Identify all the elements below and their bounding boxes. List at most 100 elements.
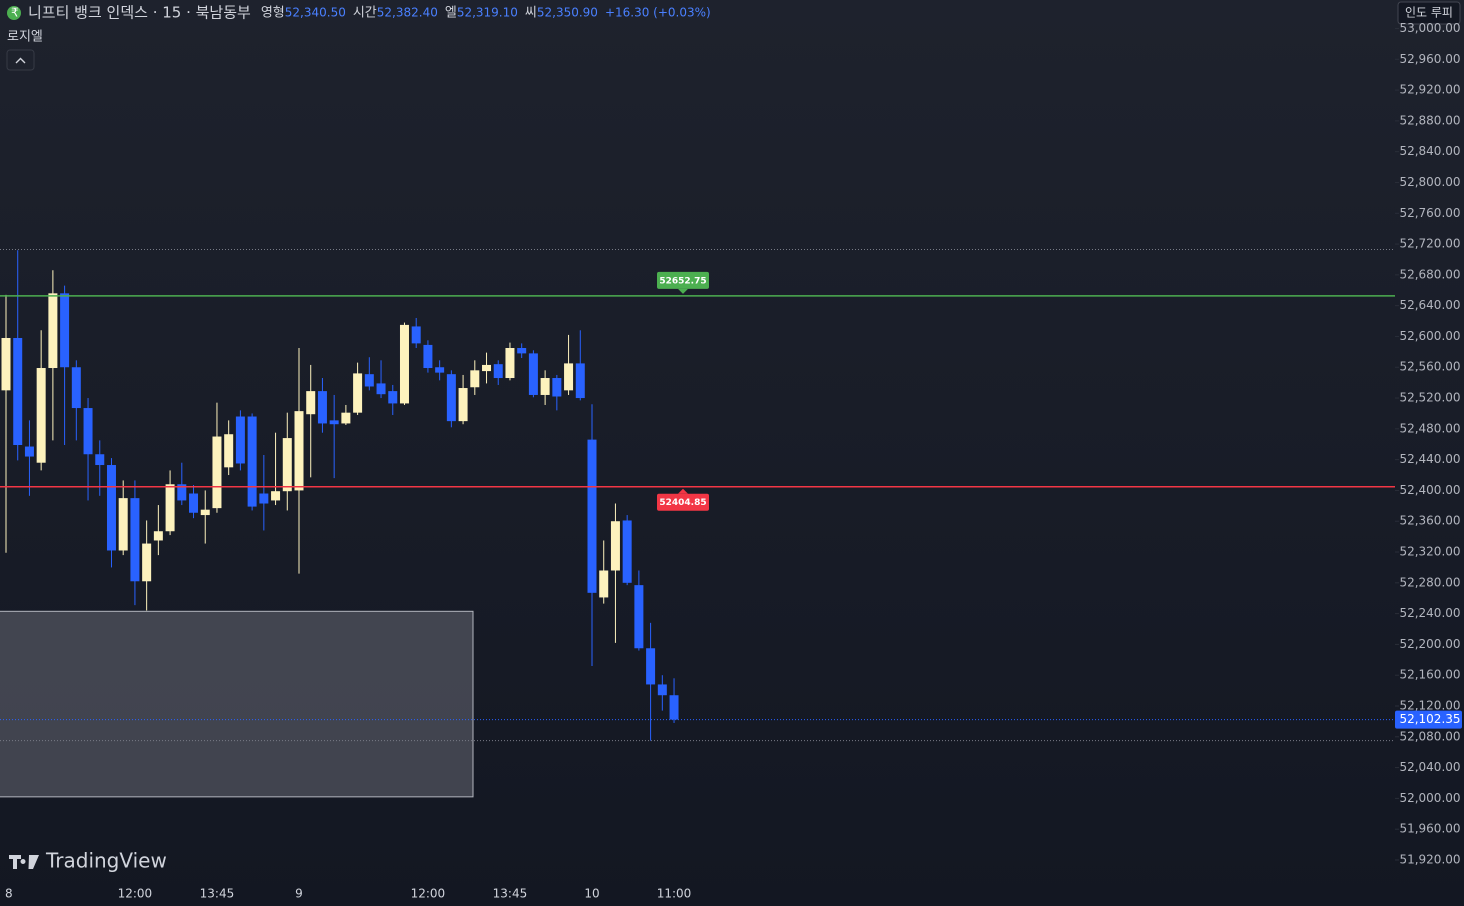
ohlc-value: 52,382.40 (377, 6, 438, 20)
candle-body (95, 454, 105, 466)
candle-body (13, 337, 23, 446)
y-tick-label: 52,720.00 (1399, 237, 1460, 251)
candle-body (517, 347, 527, 354)
y-tick-label: 52,280.00 (1399, 575, 1460, 589)
ohlc-key: 시간 (353, 6, 377, 21)
level-label-pointer (678, 288, 688, 294)
symbol-icon (7, 6, 21, 20)
ohlc-value: 52,350.90 (537, 6, 598, 20)
currency-button[interactable] (1397, 1, 1461, 25)
candle-body (470, 370, 480, 388)
x-tick-label: 13:45 (493, 887, 528, 901)
level-label: 52652.75 (659, 276, 706, 286)
candle-body (83, 408, 93, 455)
header: ₹ 니프티 뱅크 인덱스 · 15 · 북남동부 로지엘 영형 52,340.50… (6, 4, 711, 71)
y-tick-label: 52,760.00 (1399, 206, 1460, 220)
y-tick-label: 52,960.00 (1399, 52, 1460, 66)
y-tick-label: 52,560.00 (1399, 360, 1460, 374)
candle-body (259, 493, 269, 504)
candle-body (142, 543, 152, 582)
candle-body (130, 498, 140, 582)
y-tick-label: 52,520.00 (1399, 391, 1460, 405)
indicator-label: 로지엘 (7, 30, 43, 45)
collapse-icon (15, 57, 26, 64)
candle-body (329, 420, 339, 425)
y-tick-label: 53,000.00 (1399, 21, 1460, 35)
candle-body (71, 367, 81, 409)
ohlc-value: 52,340.50 (285, 6, 346, 20)
y-tick-label: 52,800.00 (1399, 175, 1460, 189)
x-tick-label: 12:00 (411, 887, 446, 901)
candle-body (153, 531, 163, 541)
candle-body (423, 344, 433, 369)
candle-body (282, 438, 292, 492)
plot-area (0, 27, 1399, 861)
candle-body (446, 374, 456, 422)
currency-label: 인도 루피 (1405, 6, 1453, 20)
candle-body (458, 388, 468, 422)
candle-body (189, 493, 199, 513)
candle-body (610, 521, 620, 571)
candle-body (505, 347, 515, 379)
brand-text: TradingView (45, 849, 167, 873)
candle-body (106, 465, 116, 551)
y-tick-label: 52,680.00 (1399, 267, 1460, 281)
candle-body (622, 520, 632, 583)
candle-body (36, 368, 46, 463)
y-tick-label: 52,480.00 (1399, 421, 1460, 435)
ohlc-key: 영형 (261, 6, 285, 21)
candle-body (271, 491, 281, 501)
zone-box (0, 610, 474, 798)
y-tick-label: 52,200.00 (1399, 637, 1460, 651)
candle-body (564, 363, 574, 391)
candle-body (364, 374, 374, 387)
candle-body (388, 391, 398, 404)
candle-body (247, 416, 257, 507)
y-tick-label: 52,880.00 (1399, 113, 1460, 127)
x-tick-label: 9 (295, 887, 303, 901)
y-tick-label: 52,080.00 (1399, 729, 1460, 743)
y-tick-label: 52,360.00 (1399, 514, 1460, 528)
level-label-box (657, 493, 709, 511)
y-tick-label: 52,120.00 (1399, 699, 1460, 713)
last-price-box (1395, 710, 1462, 729)
ohlc-key: 엘 (445, 6, 457, 21)
candle-body (353, 373, 363, 413)
brand-logo: TradingView (9, 849, 167, 873)
candle-body (341, 412, 351, 424)
y-tick-label: 52,640.00 (1399, 298, 1460, 312)
candle-body (1, 337, 11, 391)
collapse-button[interactable] (6, 49, 35, 71)
candle-body (435, 367, 445, 373)
x-tick-label: 12:00 (118, 887, 153, 901)
candle-body (599, 570, 609, 598)
y-tick-label: 52,840.00 (1399, 144, 1460, 158)
candle-body (411, 326, 421, 344)
candle-body (212, 436, 222, 509)
ohlc-key: 씨 (525, 6, 537, 21)
candle-body (24, 446, 34, 457)
candle-body (306, 391, 316, 415)
x-tick-label: 10 (584, 887, 599, 901)
candle-body (48, 293, 58, 369)
candle-body (552, 378, 562, 397)
candle-body (235, 416, 245, 464)
y-tick-label: 52,440.00 (1399, 452, 1460, 466)
candle-body (575, 363, 585, 399)
candle-body (634, 585, 644, 649)
level-label-box (657, 271, 709, 289)
candle-body (528, 353, 538, 395)
candle-body (177, 484, 187, 501)
candle-body (482, 364, 492, 372)
candle-body (587, 439, 597, 593)
candle-body (200, 509, 210, 516)
y-tick-label: 52,040.00 (1399, 760, 1460, 774)
y-tick-label: 52,920.00 (1399, 83, 1460, 97)
ohlc-value: 52,319.10 (457, 6, 518, 20)
last-price-label: 52,102.35 (1399, 712, 1460, 726)
candle-body (165, 484, 175, 532)
y-tick-label: 52,000.00 (1399, 791, 1460, 805)
logo-mark (9, 855, 39, 869)
candle-body (60, 293, 70, 368)
